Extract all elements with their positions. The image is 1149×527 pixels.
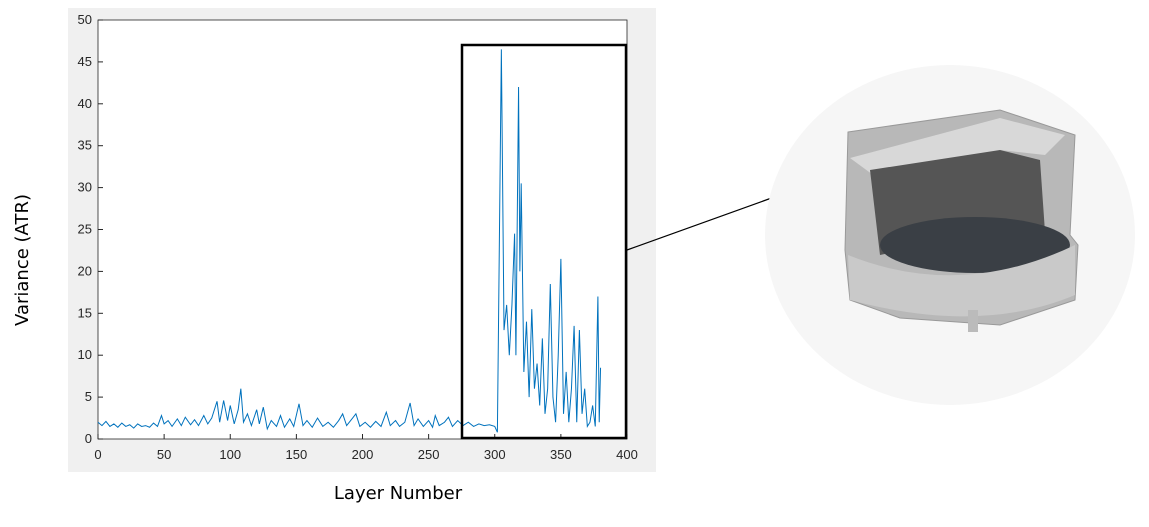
x-tick-label: 350 [550, 447, 572, 462]
y-tick-label: 30 [78, 180, 92, 195]
y-tick-label: 40 [78, 96, 92, 111]
y-tick-label: 0 [85, 431, 92, 446]
x-tick-label: 300 [484, 447, 506, 462]
y-tick-label: 35 [78, 138, 92, 153]
y-tick-label: 10 [78, 347, 92, 362]
highlight-box [460, 43, 628, 440]
y-tick-label: 15 [78, 305, 92, 320]
plot-area [97, 19, 628, 440]
x-tick-label: 200 [352, 447, 374, 462]
x-tick-label: 150 [286, 447, 308, 462]
y-tick-label: 20 [78, 263, 92, 278]
y-tick-label: 45 [78, 54, 92, 69]
x-tick-label: 0 [94, 447, 101, 462]
x-tick-label: 250 [418, 447, 440, 462]
x-tick-label: 100 [219, 447, 241, 462]
x-tick-label: 50 [157, 447, 171, 462]
x-axis-label: Layer Number [334, 483, 463, 504]
y-tick-label: 50 [78, 12, 92, 27]
photo [765, 65, 1135, 405]
y-tick-label: 25 [78, 222, 92, 237]
y-tick-label: 5 [85, 389, 92, 404]
y-axis-label: Variance (ATR) [12, 194, 33, 326]
x-tick-label: 400 [616, 447, 638, 462]
data-line [97, 49, 602, 433]
